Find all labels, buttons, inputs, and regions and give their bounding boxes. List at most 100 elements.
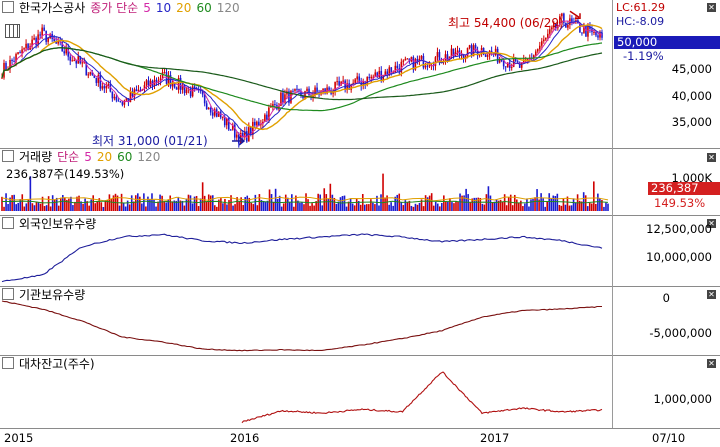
volume-bar [412, 206, 415, 211]
volume-bar [564, 204, 567, 211]
checkbox-icon[interactable] [2, 150, 14, 162]
price-candle [563, 13, 565, 23]
volume-bar [530, 199, 532, 211]
volume-bar [566, 196, 569, 211]
volume-bar [23, 206, 26, 211]
volume-bar [347, 201, 350, 211]
volume-bar [325, 194, 328, 211]
volume-bar [603, 206, 605, 211]
volume-bar [461, 195, 463, 211]
volume-bar [45, 205, 48, 211]
hc-label: HC:-8.09 [616, 15, 665, 28]
checkbox-icon[interactable] [2, 288, 14, 300]
volume-bar [540, 193, 542, 211]
checkbox-icon[interactable] [2, 357, 14, 369]
price-candle [585, 26, 587, 37]
volume-bar [473, 197, 476, 211]
price-candle [502, 61, 505, 67]
volume-bar [266, 200, 269, 211]
volume-bar [161, 195, 163, 211]
price-candle [394, 65, 397, 73]
volume-bar [228, 200, 230, 211]
price-candle [101, 86, 104, 89]
price-candle [470, 45, 473, 57]
price-candle [414, 59, 417, 70]
close-icon[interactable]: ✕ [707, 153, 716, 162]
volume-bar [378, 205, 380, 211]
volume-bar [268, 189, 271, 211]
price-candle [223, 116, 226, 126]
close-icon[interactable]: ✕ [707, 3, 716, 12]
price-candle [522, 59, 525, 63]
volume-chart[interactable] [0, 149, 612, 215]
foreign-title-bar: 외국인보유수량 [2, 217, 101, 231]
volume-bar [546, 201, 548, 211]
volume-bar [132, 201, 135, 211]
volume-bar [15, 204, 17, 211]
price-candle [538, 45, 541, 50]
volume-bar [441, 202, 443, 211]
price-chart[interactable] [0, 0, 612, 148]
price-candle [19, 52, 21, 54]
loan-chart[interactable] [0, 356, 612, 428]
volume-bar [43, 206, 46, 211]
volume-bar [39, 203, 42, 211]
price-candle [117, 100, 120, 102]
close-icon[interactable]: ✕ [707, 290, 716, 299]
price-candle [474, 45, 477, 51]
x-tick-2016: 2016 [230, 431, 260, 445]
checkbox-icon[interactable] [2, 217, 14, 229]
ma20-line [1, 24, 603, 131]
volume-bar [102, 206, 105, 211]
loan-title: 대차잔고(주수) [19, 357, 95, 371]
checkbox-icon[interactable] [2, 1, 14, 13]
volume-bar [536, 189, 538, 211]
volume-bar [489, 195, 492, 211]
volume-bar [509, 194, 512, 211]
price-candle [260, 123, 262, 126]
inst-tick-minus5000000: -5,000,000 [649, 326, 712, 340]
price-candle [237, 134, 240, 144]
volume-bar [309, 205, 311, 211]
price-candle [302, 95, 304, 99]
pane-divider[interactable] [0, 215, 720, 216]
volume-bar [78, 195, 80, 211]
volume-bar [524, 203, 526, 211]
pane-divider[interactable] [0, 355, 720, 356]
grid-icon[interactable] [5, 24, 20, 38]
foreign-chart[interactable] [0, 216, 612, 286]
volume-bar [88, 205, 90, 211]
price-candle [113, 96, 116, 99]
price-candle [17, 52, 19, 55]
price-candle [504, 66, 507, 68]
volume-bar [157, 201, 159, 211]
volume-bar [331, 194, 334, 211]
institution-chart[interactable] [0, 287, 612, 355]
current-price-badge: 50,000 [614, 36, 720, 49]
price-candle [199, 90, 202, 92]
volume-bar [139, 196, 141, 211]
price-candle [390, 67, 393, 73]
price-candle [402, 60, 405, 62]
volume-bar [240, 197, 242, 211]
volume-bar [503, 194, 506, 211]
volume-bar [234, 204, 236, 211]
price-candle [235, 134, 238, 138]
volume-bar [349, 198, 352, 211]
price-candle [201, 90, 204, 95]
pane-divider[interactable] [0, 148, 720, 149]
pane-divider[interactable] [0, 286, 720, 287]
price-candle [127, 98, 130, 103]
price-candle [290, 90, 292, 103]
price-candle [47, 38, 49, 42]
close-icon[interactable]: ✕ [707, 219, 716, 228]
price-candle [354, 79, 356, 83]
volume-bar [187, 194, 190, 211]
volume-bar [278, 195, 281, 211]
volume-bar [211, 195, 214, 211]
volume-bar [94, 203, 97, 211]
volume-bar [145, 206, 147, 211]
price-candle [388, 67, 391, 76]
volume-bar [53, 199, 56, 211]
close-icon[interactable]: ✕ [707, 359, 716, 368]
